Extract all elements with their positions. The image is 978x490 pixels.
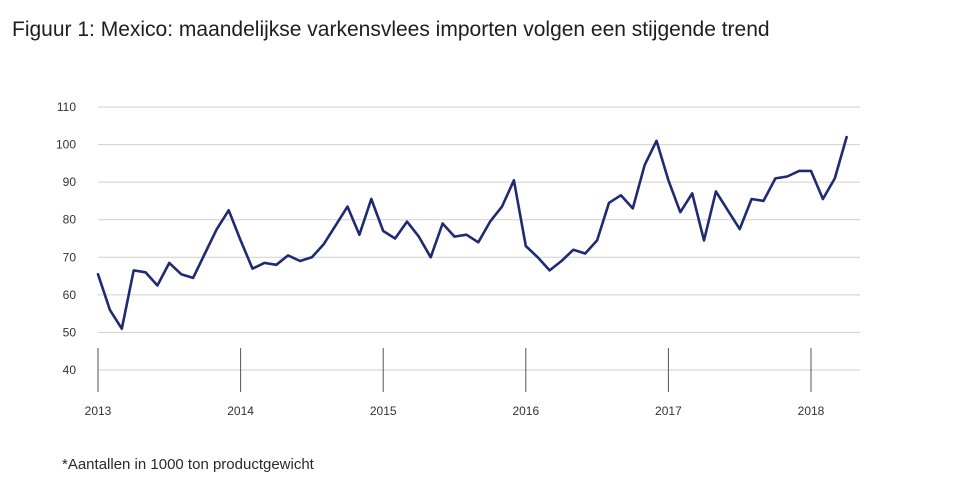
- y-tick-label: 100: [56, 138, 76, 152]
- x-tick-label: 2016: [512, 404, 539, 418]
- y-tick-label: 50: [63, 325, 77, 339]
- y-tick-label: 40: [63, 363, 77, 377]
- y-tick-label: 70: [63, 250, 77, 264]
- x-tick-label: 2014: [227, 404, 254, 418]
- footnote: *Aantallen in 1000 ton productgewicht: [62, 456, 314, 473]
- x-tick-label: 2013: [85, 404, 112, 418]
- x-tick-label: 2017: [655, 404, 682, 418]
- series-line: [96, 135, 848, 331]
- y-tick-label: 110: [57, 100, 76, 114]
- x-tick-label: 2018: [798, 404, 825, 418]
- page-title: Figuur 1: Mexico: maandelijkse varkensvl…: [12, 18, 770, 41]
- y-tick-label: 80: [63, 213, 77, 227]
- y-tick-label: 90: [63, 175, 77, 189]
- y-tick-label: 60: [63, 288, 77, 302]
- x-tick-label: 2015: [370, 404, 397, 418]
